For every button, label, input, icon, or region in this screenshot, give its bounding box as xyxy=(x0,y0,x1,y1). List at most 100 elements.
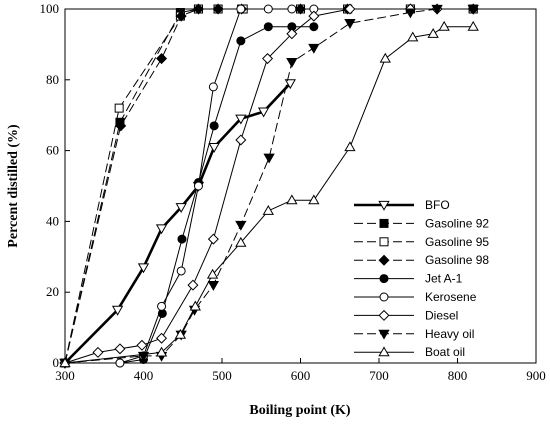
legend-marker xyxy=(378,346,390,357)
data-point-diesel xyxy=(286,28,298,40)
data-point-boat-oil xyxy=(467,20,479,31)
y-axis-title: Percent distilled (%) xyxy=(6,124,21,248)
y-tick-label: 40 xyxy=(46,213,59,228)
legend-label: Boat oil xyxy=(425,345,465,359)
legend-entry-gasoline-92: Gasoline 92 xyxy=(354,216,489,230)
legend-marker xyxy=(379,292,389,302)
x-tick-label: 900 xyxy=(526,368,546,383)
x-tick-label: 800 xyxy=(448,368,468,383)
legend-marker xyxy=(378,254,390,266)
legend-marker xyxy=(379,274,389,284)
data-point-boat-oil xyxy=(427,27,439,38)
data-point-bfo xyxy=(235,114,247,125)
data-point-gasoline-98 xyxy=(192,3,204,15)
data-point-diesel xyxy=(92,346,104,358)
y-tick-label: 0 xyxy=(53,355,60,370)
x-tick-label: 300 xyxy=(55,368,75,383)
legend-entry-boat-oil: Boat oil xyxy=(354,345,465,359)
data-point-heavy-oil xyxy=(431,4,443,15)
data-point-bfo xyxy=(137,263,150,274)
data-point-diesel xyxy=(114,343,126,355)
data-point-kerosene xyxy=(157,301,167,311)
legend-marker xyxy=(378,309,390,321)
legend-label: Gasoline 98 xyxy=(425,253,489,267)
data-point-gasoline-95 xyxy=(114,103,124,113)
legend-entry-diesel: Diesel xyxy=(354,308,458,322)
legend: BFO Gasoline 92 Gasoline 95 Gasoline 98 Jet … xyxy=(354,198,489,359)
data-point-boat-oil xyxy=(262,204,274,215)
y-tick-label: 60 xyxy=(46,143,59,158)
data-point-diesel xyxy=(262,53,274,65)
data-point-diesel xyxy=(187,279,199,291)
data-point-boat-oil xyxy=(189,300,201,311)
data-point-boat-oil xyxy=(59,357,71,368)
data-point-diesel xyxy=(156,332,168,344)
legend-entry-bfo: BFO xyxy=(354,198,450,212)
data-point-diesel xyxy=(235,134,247,146)
data-point-heavy-oil xyxy=(207,281,220,291)
x-tick-label: 400 xyxy=(134,368,154,383)
data-point-bfo xyxy=(208,142,220,153)
legend-marker xyxy=(378,329,390,340)
data-point-diesel xyxy=(344,3,356,15)
x-tick-label: 500 xyxy=(212,368,232,383)
data-point-heavy-oil xyxy=(344,19,356,29)
data-point-kerosene xyxy=(287,4,297,14)
data-point-boat-oil xyxy=(235,236,247,247)
data-point-heavy-oil xyxy=(263,153,275,164)
data-point-kerosene xyxy=(263,4,273,14)
data-point-bfo xyxy=(155,224,168,235)
data-point-kerosene xyxy=(115,358,125,368)
y-tick-label: 80 xyxy=(46,72,59,87)
data-point-kerosene xyxy=(236,4,246,14)
series-boat-oil xyxy=(59,20,479,368)
data-point-heavy-oil xyxy=(467,4,479,15)
legend-label: Gasoline 95 xyxy=(425,235,489,249)
data-point-boat-oil xyxy=(308,194,320,205)
data-point-boat-oil xyxy=(155,346,168,357)
data-point-jet-a-1 xyxy=(209,121,219,131)
data-point-bfo xyxy=(257,107,270,118)
x-tick-label: 600 xyxy=(291,368,311,383)
legend-entry-gasoline-95: Gasoline 95 xyxy=(354,235,489,249)
legend-entry-heavy-oil: Heavy oil xyxy=(354,327,474,341)
legend-marker xyxy=(378,200,390,211)
y-tick-label: 20 xyxy=(46,284,59,299)
data-point-boat-oil xyxy=(174,328,187,339)
data-point-boat-oil xyxy=(286,194,298,205)
x-tick-label: 700 xyxy=(369,368,389,383)
data-point-diesel xyxy=(136,339,148,351)
series-line-kerosene xyxy=(65,8,314,364)
data-point-boat-oil xyxy=(438,20,450,31)
legend-label: BFO xyxy=(425,198,450,212)
data-point-kerosene xyxy=(176,266,186,276)
y-tick-label: 100 xyxy=(40,1,60,16)
data-point-gasoline-98 xyxy=(156,53,168,65)
data-point-kerosene xyxy=(193,181,203,191)
series-line-heavy-oil xyxy=(64,8,474,364)
series-layer xyxy=(59,3,479,369)
legend-label: Gasoline 92 xyxy=(425,216,489,230)
x-axis-title: Boiling point (K) xyxy=(249,403,350,418)
data-point-jet-a-1 xyxy=(263,22,273,32)
data-point-jet-a-1 xyxy=(236,36,246,46)
plot-area-frame xyxy=(64,8,537,364)
legend-marker xyxy=(379,237,389,247)
data-point-bfo xyxy=(284,79,296,90)
legend-entry-gasoline-98: Gasoline 98 xyxy=(354,253,489,267)
data-point-bfo xyxy=(175,203,187,214)
data-point-heavy-oil xyxy=(308,43,320,54)
data-point-jet-a-1 xyxy=(177,234,187,244)
data-point-bfo xyxy=(111,305,124,316)
data-point-diesel xyxy=(207,233,219,245)
series-line-jet-a-1 xyxy=(65,26,314,364)
series-jet-a-1 xyxy=(60,22,319,368)
data-point-gasoline-98 xyxy=(115,120,127,132)
data-point-diesel xyxy=(308,10,320,22)
data-point-boat-oil xyxy=(344,141,356,152)
data-point-gasoline-98 xyxy=(212,3,224,15)
legend-label: Kerosene xyxy=(425,290,477,304)
data-point-heavy-oil xyxy=(286,58,298,68)
series-bfo xyxy=(59,79,296,369)
